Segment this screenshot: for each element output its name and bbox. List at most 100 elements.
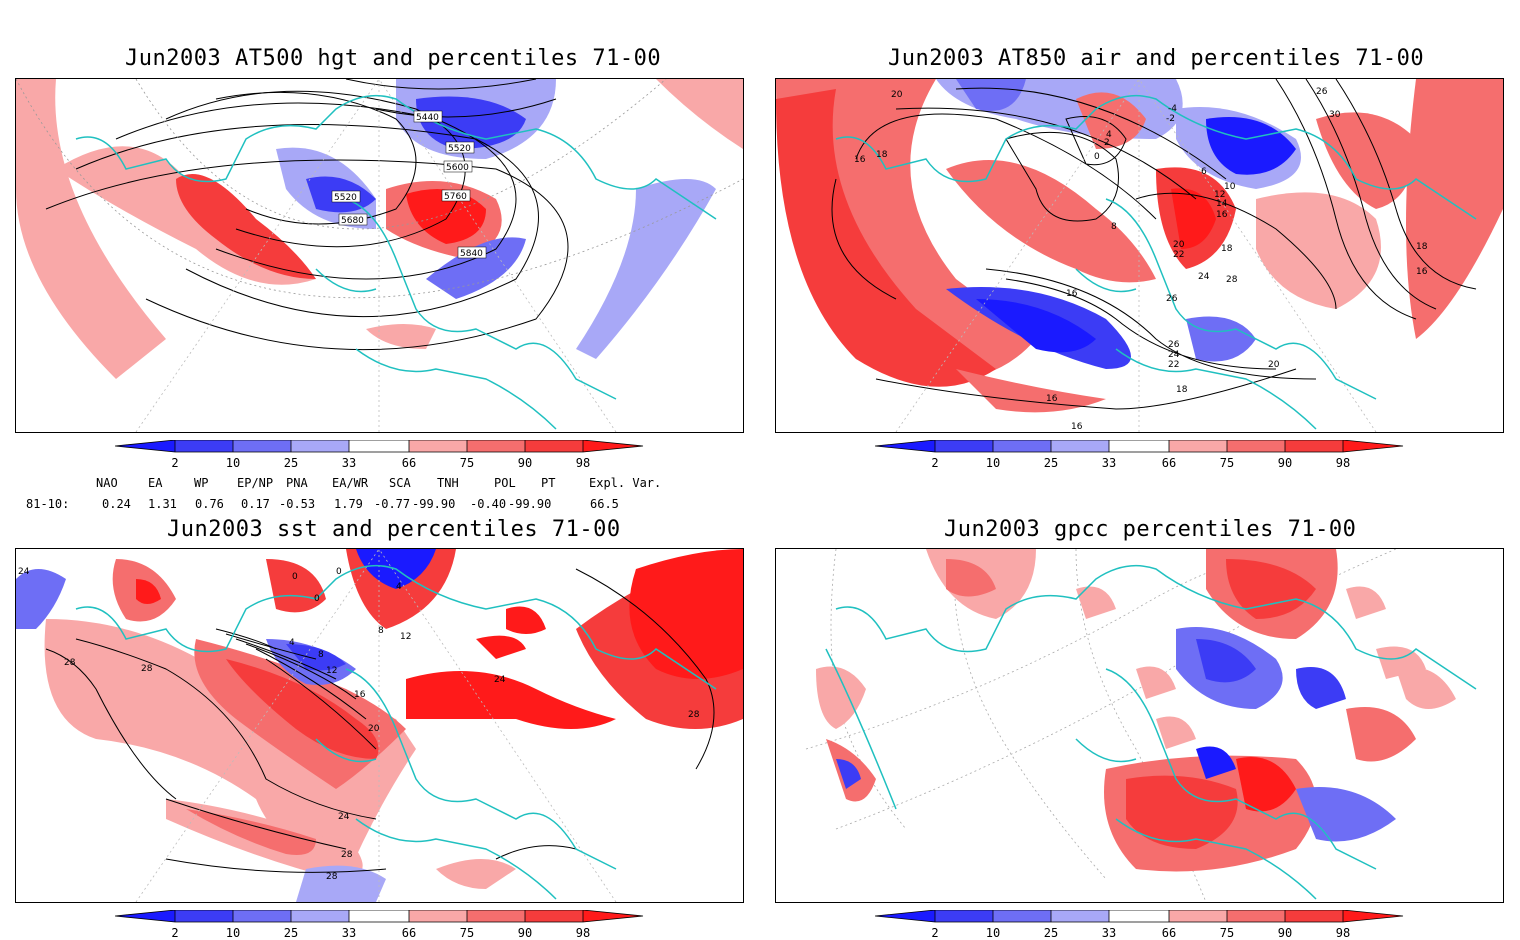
contour-label: -2 — [1166, 114, 1175, 124]
contour-label: 14 — [1216, 199, 1228, 209]
colorbar-label: 75 — [459, 456, 475, 470]
stats-value: -99.90 — [412, 497, 456, 511]
contour-label: 24 — [18, 567, 30, 577]
stats-value: 0.76 — [195, 497, 224, 511]
panel-title-3: Jun2003 sst and percentiles 71-00 — [167, 517, 621, 542]
contour-label: 6 — [1201, 167, 1207, 177]
contour-label: 16 — [854, 155, 866, 165]
contour-label: 20 — [891, 90, 903, 100]
colorbar-label: 33 — [1101, 456, 1117, 470]
contour-label: 30 — [1329, 110, 1341, 120]
contour-label: 5760 — [444, 192, 467, 202]
colorbar-swatches — [874, 909, 1404, 923]
map-at500-hgt: 5440 5520 5600 5520 5680 5760 5840 — [16, 79, 743, 432]
colorbar-label: 66 — [1161, 926, 1177, 940]
contour-label: 24 — [494, 675, 506, 685]
contour-label: 8 — [378, 626, 384, 636]
contour-label: 4 — [1106, 130, 1112, 140]
stats-value: -0.77 — [374, 497, 411, 511]
colorbar-label: 2 — [931, 926, 939, 940]
colorbar-swatches — [114, 909, 644, 923]
contour-label: 20 — [368, 724, 380, 734]
contour-label: 5520 — [448, 144, 471, 154]
colorbar-label: 2 — [171, 456, 179, 470]
colorbar-2: 2 10 25 33 66 75 90 98 — [874, 439, 1405, 470]
colorbar-label: 10 — [225, 926, 241, 940]
contour-label: 18 — [1176, 385, 1188, 395]
stats-header: EA — [148, 476, 163, 490]
contour-label: 28 — [64, 658, 76, 668]
colorbar-4: 2 10 25 33 66 75 90 98 — [874, 909, 1405, 940]
stats-value: 66.5 — [590, 497, 619, 511]
contour-label: 28 — [341, 850, 353, 860]
colorbar-swatches — [114, 439, 644, 453]
colorbar-label: 66 — [1161, 456, 1177, 470]
stats-header: WP — [194, 476, 209, 490]
colorbar-label: 33 — [1101, 926, 1117, 940]
map-at850-air: 20 18 16 4 2 0 -2 -4 6 8 10 12 14 16 18 … — [776, 79, 1503, 432]
stats-header: EA/WR — [332, 476, 369, 490]
contour-label: 16 — [1216, 210, 1228, 220]
map-panel-at500-hgt: 5440 5520 5600 5520 5680 5760 5840 — [15, 78, 744, 433]
contour-label: 8 — [318, 650, 324, 660]
contour-label: 5520 — [334, 193, 357, 203]
colorbar-label: 90 — [1277, 926, 1293, 940]
stats-value: 0.17 — [241, 497, 270, 511]
stats-row-label: 81-10: — [26, 497, 70, 511]
contour-label: 24 — [1168, 350, 1180, 360]
contour-label: 24 — [1198, 272, 1210, 282]
stats-value: -0.53 — [279, 497, 316, 511]
colorbar-label: 75 — [459, 926, 475, 940]
contour-label: 5840 — [460, 249, 483, 259]
contour-label: 16 — [1046, 394, 1058, 404]
contour-label: 18 — [876, 150, 888, 160]
panel-title-1: Jun2003 AT500 hgt and percentiles 71-00 — [125, 46, 662, 71]
contour-label: 28 — [141, 664, 153, 674]
contour-label: 22 — [1173, 250, 1184, 260]
colorbar-3: 2 10 25 33 66 75 90 98 — [114, 909, 645, 940]
contour-label: 0 — [314, 594, 320, 604]
map-panel-gpcc — [775, 548, 1504, 903]
contour-label: 16 — [1071, 422, 1083, 432]
contour-label: 8 — [1111, 222, 1117, 232]
colorbar-label: 25 — [283, 926, 299, 940]
colorbar-label: 2 — [171, 926, 179, 940]
contour-label: 18 — [1416, 242, 1428, 252]
panel-title-2: Jun2003 AT850 air and percentiles 71-00 — [888, 46, 1425, 71]
stats-value: 0.24 — [102, 497, 131, 511]
stats-header: POL — [494, 476, 516, 490]
contour-label: 12 — [400, 632, 411, 642]
stats-value: -99.90 — [508, 497, 552, 511]
stats-header: PT — [541, 476, 556, 490]
contour-label: 16 — [1416, 267, 1428, 277]
contour-label: 0 — [336, 567, 342, 577]
colorbar-label: 25 — [1043, 926, 1059, 940]
contour-label: 20 — [1268, 360, 1280, 370]
stats-header: TNH — [437, 476, 459, 490]
colorbar-label: 25 — [283, 456, 299, 470]
contour-label: -4 — [1168, 104, 1177, 114]
stats-value: 1.79 — [334, 497, 363, 511]
colorbar-label: 66 — [401, 926, 417, 940]
contour-label: 2 — [1104, 138, 1110, 148]
contour-label: 24 — [338, 812, 350, 822]
colorbar-label: 75 — [1219, 456, 1235, 470]
colorbar-label: 90 — [517, 456, 533, 470]
contour-label: 26 — [1166, 294, 1178, 304]
colorbar-label: 33 — [341, 456, 357, 470]
contour-label: 16 — [354, 690, 366, 700]
contour-label: 5440 — [416, 113, 439, 123]
colorbar-label: 66 — [401, 456, 417, 470]
contour-label: 18 — [1221, 244, 1233, 254]
stats-value: -0.40 — [470, 497, 507, 511]
colorbar-label: 25 — [1043, 456, 1059, 470]
colorbar-label: 90 — [517, 926, 533, 940]
stats-header: NAO — [96, 476, 118, 490]
colorbar-label: 33 — [341, 926, 357, 940]
contour-label: 10 — [1224, 182, 1236, 192]
stats-header: PNA — [286, 476, 308, 490]
contour-label: 28 — [326, 872, 338, 882]
contour-label: 28 — [688, 710, 700, 720]
colorbar-label: 98 — [575, 926, 591, 940]
colorbar-label: 98 — [1335, 926, 1351, 940]
